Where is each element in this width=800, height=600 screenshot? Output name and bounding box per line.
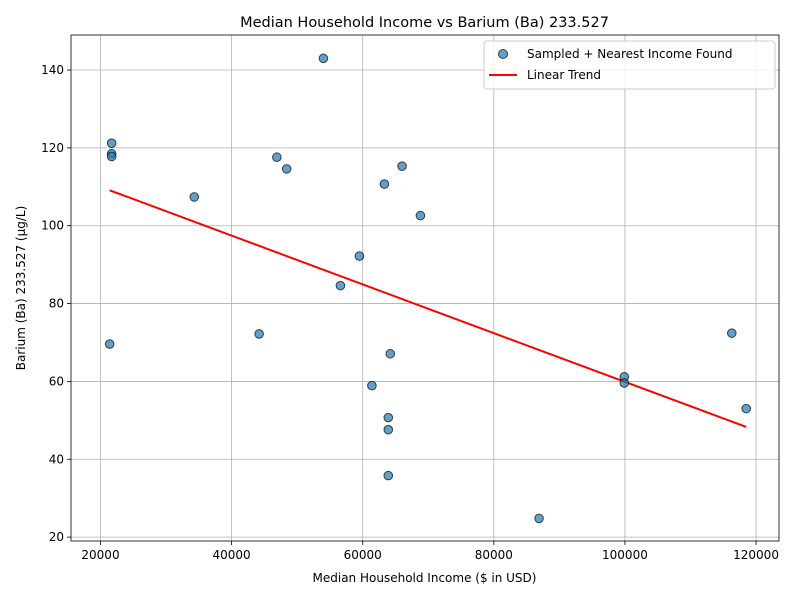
trend-line	[109, 189, 747, 428]
y-tick-label: 40	[49, 452, 64, 466]
data-point	[397, 161, 407, 171]
data-point	[335, 280, 346, 291]
x-tick-label: 100000	[602, 548, 648, 562]
data-point	[318, 53, 329, 64]
y-tick-label: 120	[41, 141, 64, 155]
x-axis-ticks: 20000 40000 60000 80000 100000 120000	[81, 541, 779, 562]
data-point	[354, 251, 365, 261]
legend-marker-sampled	[498, 49, 508, 59]
x-tick-label: 80000	[475, 548, 513, 562]
y-tick-label: 60	[49, 374, 64, 388]
data-point	[272, 152, 282, 163]
data-point	[383, 470, 394, 481]
data-point	[104, 339, 115, 349]
x-tick-label: 120000	[733, 548, 779, 562]
data-point	[254, 329, 264, 339]
chart-title: Median Household Income vs Barium (Ba) 2…	[240, 15, 609, 31]
y-tick-label: 100	[41, 219, 64, 233]
data-point	[383, 424, 394, 435]
data-point	[415, 210, 426, 221]
data-point	[106, 151, 117, 162]
data-point	[379, 179, 390, 189]
x-tick-label: 40000	[213, 548, 251, 562]
data-point	[383, 412, 394, 423]
data-point	[727, 328, 737, 338]
y-tick-label: 80	[49, 297, 64, 311]
y-axis-label: Barium (Ba) 233.527 (µg/L)	[14, 206, 28, 371]
scatter-points	[104, 53, 752, 524]
data-point	[619, 378, 630, 388]
y-tick-label: 20	[49, 530, 64, 544]
legend-box	[483, 40, 776, 90]
data-point	[534, 513, 544, 524]
data-point	[106, 138, 117, 149]
x-axis-label: Median Household Income ($ in USD)	[313, 571, 537, 585]
plot-frame	[70, 34, 780, 542]
trend-line-layer	[109, 189, 747, 428]
legend: Sampled + Nearest Income Found Linear Tr…	[483, 40, 776, 90]
x-tick-label: 60000	[344, 548, 382, 562]
data-point	[281, 164, 292, 174]
legend-label-sampled: Sampled + Nearest Income Found	[527, 47, 732, 61]
y-tick-label: 140	[41, 63, 64, 77]
legend-label-trend: Linear Trend	[527, 68, 601, 82]
y-axis-ticks: 20 40 60 80 100 120 140	[41, 63, 71, 544]
data-point	[385, 348, 396, 359]
data-point	[189, 192, 200, 202]
data-point	[741, 403, 752, 414]
data-point	[367, 380, 377, 391]
x-tick-label: 20000	[81, 548, 119, 562]
